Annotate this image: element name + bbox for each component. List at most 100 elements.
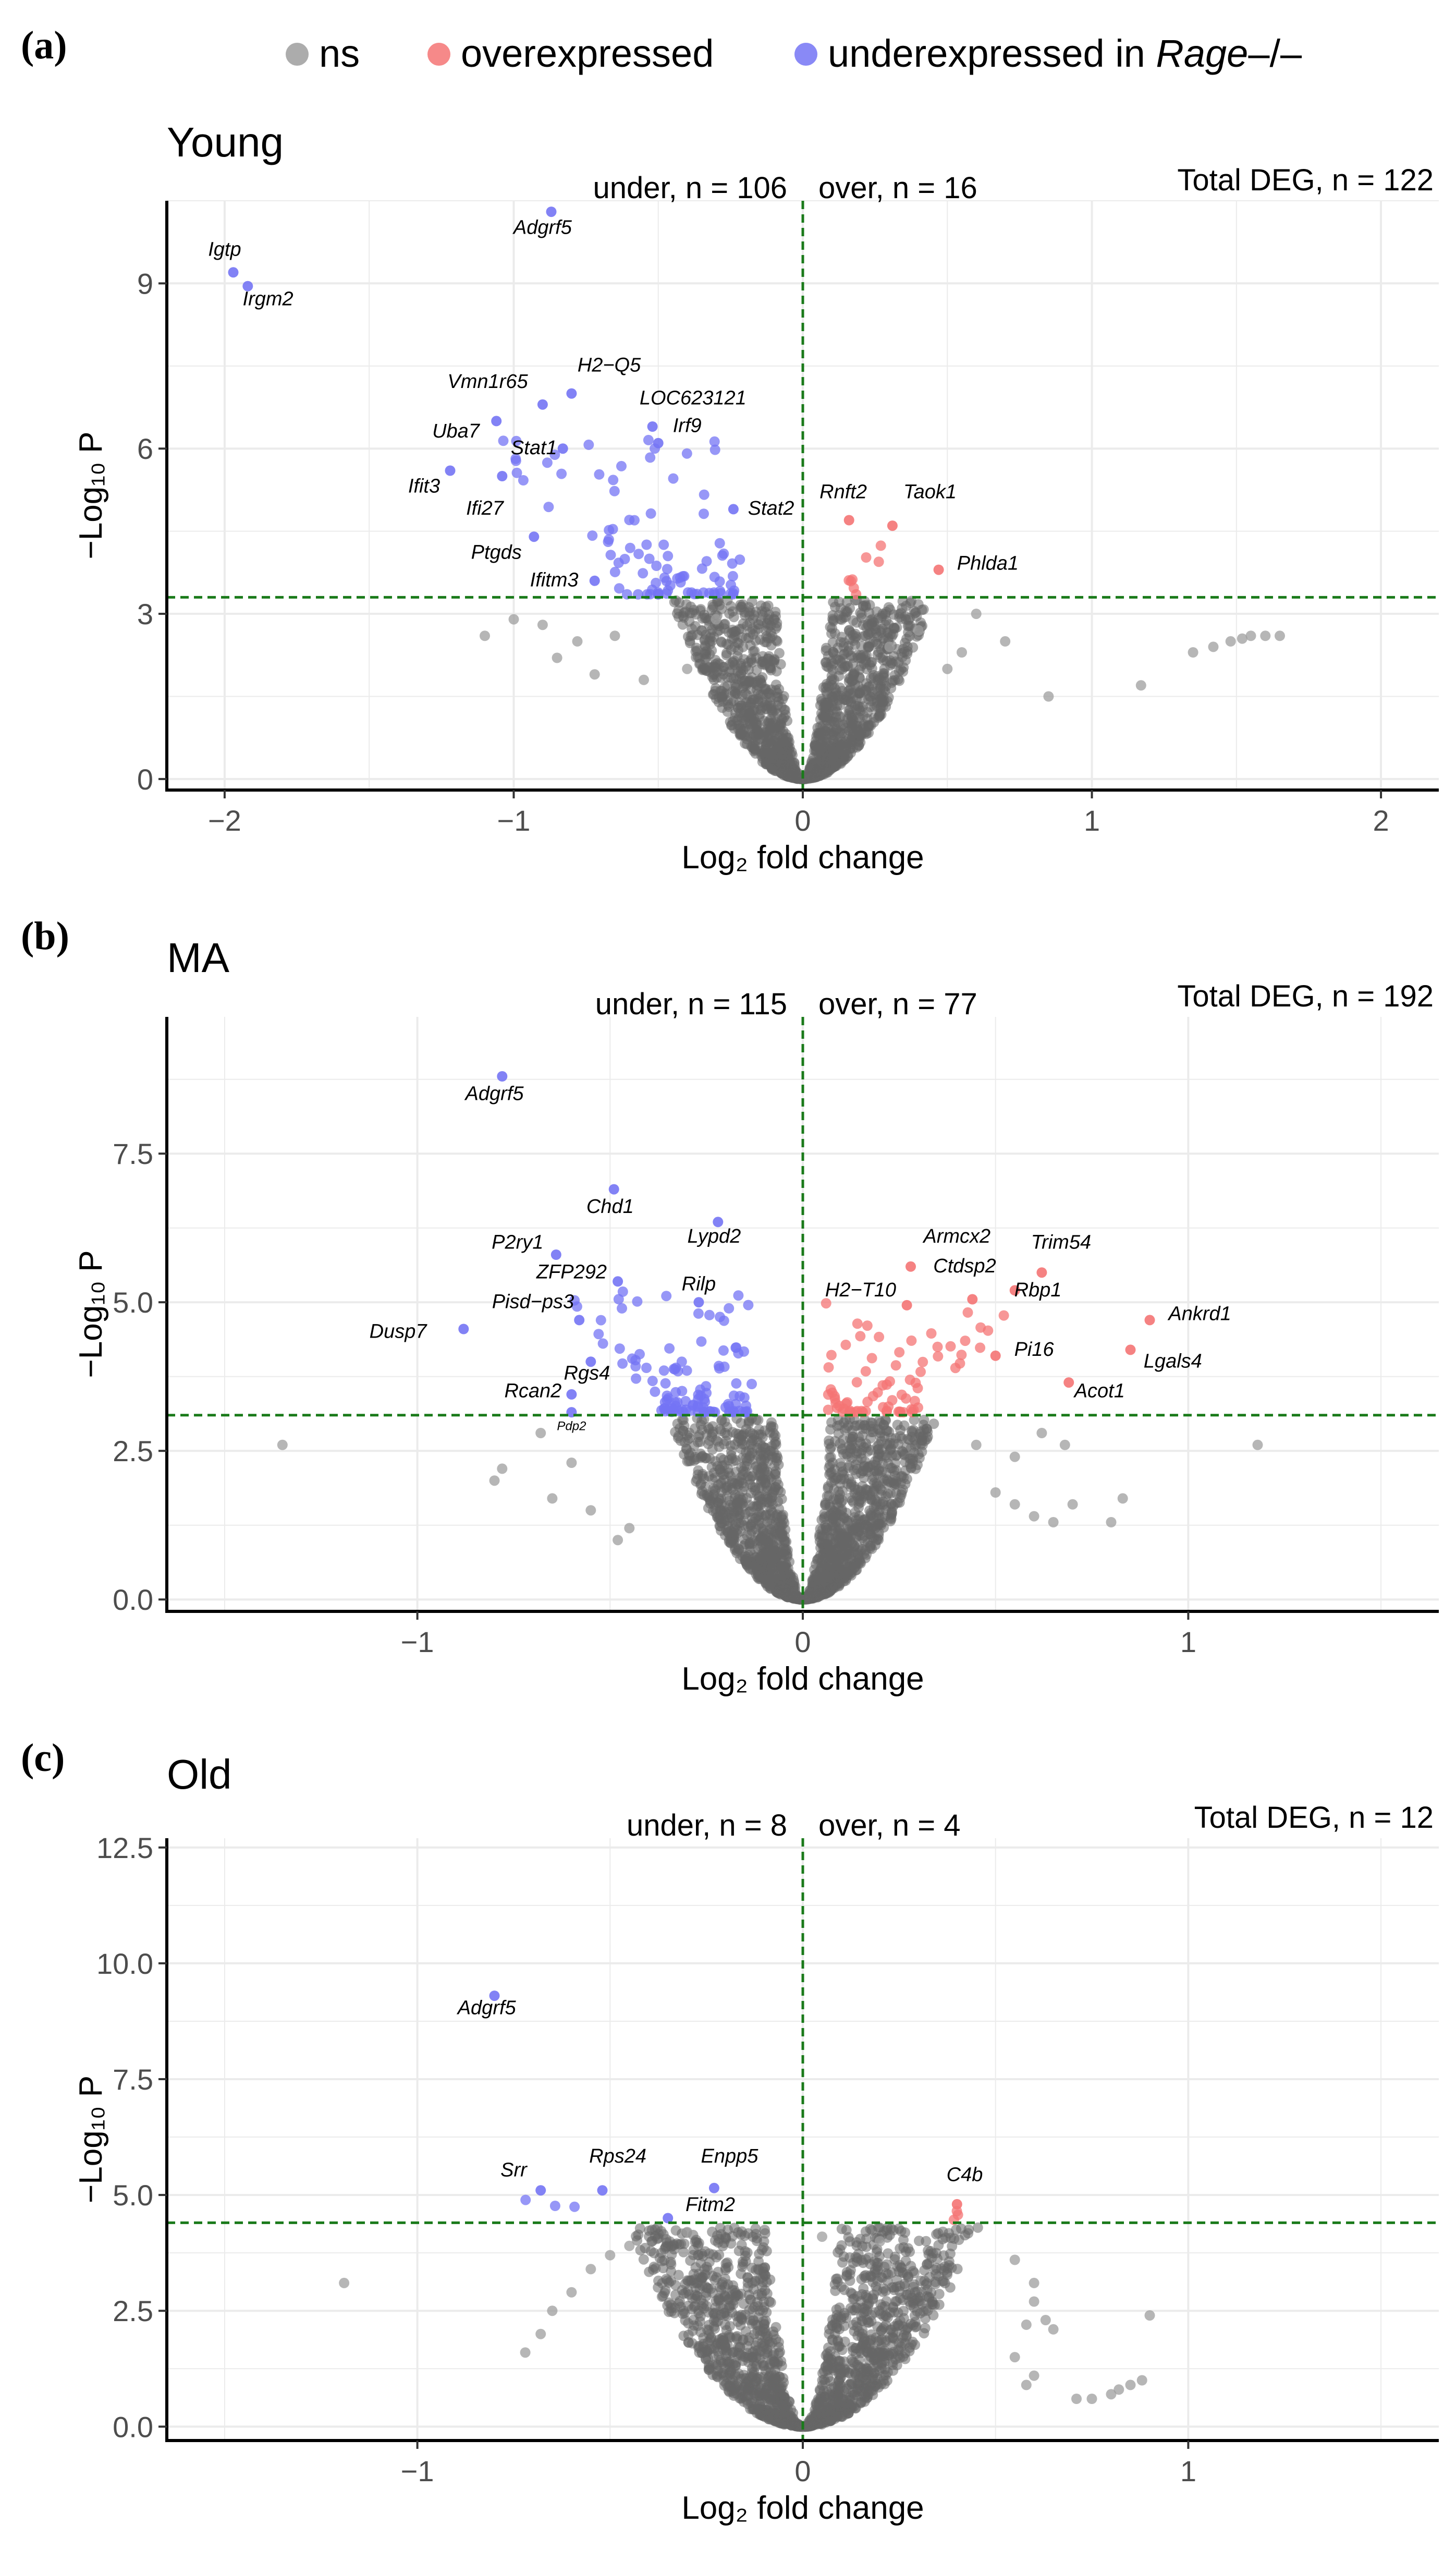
data-point-under (543, 502, 554, 513)
data-point-ns (872, 1468, 883, 1479)
data-point-ns (772, 708, 783, 719)
data-point-under (695, 1390, 706, 1401)
data-point-ns (535, 1428, 546, 1438)
data-point-under (681, 1365, 692, 1376)
data-point-ns (757, 702, 767, 713)
data-point-ns (1245, 630, 1256, 641)
data-point-ns (769, 766, 780, 776)
data-point-under (696, 1336, 707, 1347)
data-point-ns (776, 754, 787, 764)
gene-point-over (906, 1261, 916, 1272)
data-point-under (715, 586, 726, 597)
data-point-ns (825, 728, 836, 739)
data-point-ns (823, 681, 834, 691)
gene-label: Acot1 (1073, 1380, 1125, 1402)
data-point-ns (990, 1487, 1001, 1498)
data-point-under (677, 1386, 688, 1397)
legend-label-underexpressed-suffix: –/– (1248, 32, 1302, 75)
gene-point-over (1125, 1344, 1136, 1355)
data-point-over (945, 1341, 956, 1352)
data-point-ns (853, 1542, 864, 1553)
data-point-under (595, 1315, 606, 1326)
data-point-ns (838, 612, 849, 623)
data-point-over (852, 1318, 863, 1329)
data-point-ns (765, 1446, 776, 1456)
data-point-ns (826, 1452, 836, 1463)
data-point-ns (778, 729, 789, 740)
y-tick-label: 7.5 (113, 1137, 153, 1170)
data-point-ns (718, 690, 729, 701)
y-tick-label: 0.0 (113, 1583, 153, 1616)
data-point-under (625, 542, 635, 553)
data-point-ns (889, 623, 899, 633)
data-point-ns (772, 687, 783, 698)
data-point-over (896, 1389, 907, 1400)
data-point-ns (700, 1453, 711, 1464)
gene-labels-ma: Adgrf5Chd1Lypd2P2ry1ZFP292Pisd−ps3RilpDu… (370, 1083, 1231, 1434)
data-point-under (633, 549, 644, 560)
data-point-under (729, 585, 740, 596)
gene-label: Rgs4 (564, 1362, 610, 1384)
data-point-ns (971, 1439, 982, 1450)
data-point-under (605, 550, 616, 561)
data-point-ns (689, 1440, 700, 1451)
total-deg-ma: Total DEG, n = 192 (1177, 979, 1434, 1013)
data-point-ns (826, 1585, 837, 1596)
data-point-ns (706, 645, 717, 656)
data-point-ns (881, 2225, 892, 2236)
data-point-ns (585, 1505, 596, 1516)
data-point-ns (489, 1475, 500, 1486)
gene-label: Chd1 (586, 1196, 634, 1218)
data-point-ns (726, 1450, 737, 1461)
gene-label: Dusp7 (370, 1321, 428, 1343)
data-point-ns (682, 663, 693, 674)
gene-label: Rcan2 (504, 1380, 561, 1402)
data-point-ns (707, 1444, 718, 1455)
data-point-ns (837, 2257, 848, 2268)
data-point-ns (480, 630, 490, 641)
data-point-under (511, 467, 522, 478)
data-point-under (659, 572, 670, 583)
data-point-ns (742, 1455, 753, 1466)
data-point-ns (1135, 680, 1146, 691)
data-point-ns (778, 766, 788, 777)
data-point-under (714, 1363, 725, 1374)
data-point-ns (866, 687, 877, 697)
data-point-ns (884, 641, 895, 652)
data-point-ns (729, 641, 740, 652)
data-point-over (881, 1379, 892, 1390)
data-point-ns (842, 661, 853, 672)
data-point-ns (727, 606, 738, 617)
data-point-ns (921, 1424, 932, 1435)
data-point-ns (716, 1415, 727, 1426)
gene-label: Irgm2 (243, 288, 293, 310)
data-point-ns (1029, 1511, 1039, 1522)
gene-label: Pisd−ps3 (492, 1291, 574, 1313)
gene-point-under (228, 267, 239, 278)
data-point-ns (828, 752, 839, 763)
data-point-under (663, 551, 674, 562)
data-point-under (733, 1348, 744, 1359)
gene-point-under (497, 471, 508, 481)
data-point-ns (508, 614, 519, 625)
panel-title-young: Young (167, 119, 284, 165)
data-point-over (867, 1391, 878, 1402)
data-point-ns (773, 743, 784, 754)
gene-point-over (1036, 1267, 1047, 1278)
data-point-ns (729, 660, 740, 671)
x-tick-label: 2 (1373, 804, 1389, 837)
gene-label: Stat1 (511, 437, 557, 459)
gene-label: Uba7 (432, 420, 481, 442)
data-point-ns (709, 1484, 720, 1495)
data-point-ns (552, 652, 562, 663)
data-point-ns (700, 654, 711, 665)
data-point-ns (853, 1526, 864, 1537)
legend: ns overexpressed underexpressed in Rage–… (286, 32, 1302, 75)
x-tick-label: −1 (497, 804, 531, 837)
gene-label: Adgrf5 (512, 216, 572, 238)
data-point-ns (1059, 1439, 1070, 1450)
gene-label: Ifit3 (408, 476, 440, 497)
data-point-under (718, 1315, 729, 1326)
data-point-ns (1106, 1517, 1117, 1527)
